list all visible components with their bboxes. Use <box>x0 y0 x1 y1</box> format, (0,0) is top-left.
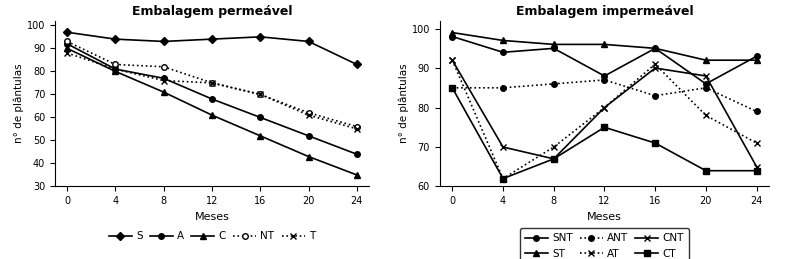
Title: Embalagem impermeável: Embalagem impermeável <box>516 5 693 18</box>
X-axis label: Meses: Meses <box>195 212 229 222</box>
X-axis label: Meses: Meses <box>587 212 622 222</box>
Y-axis label: n° de plântulas: n° de plântulas <box>398 64 409 143</box>
Y-axis label: n° de plântulas: n° de plântulas <box>13 64 24 143</box>
Title: Embalagem permeável: Embalagem permeável <box>132 5 292 18</box>
Legend: SNT, ST, ANT, AT, CNT, CT: SNT, ST, ANT, AT, CNT, CT <box>520 228 689 259</box>
Legend: S, A, C, NT, T: S, A, C, NT, T <box>106 228 318 244</box>
